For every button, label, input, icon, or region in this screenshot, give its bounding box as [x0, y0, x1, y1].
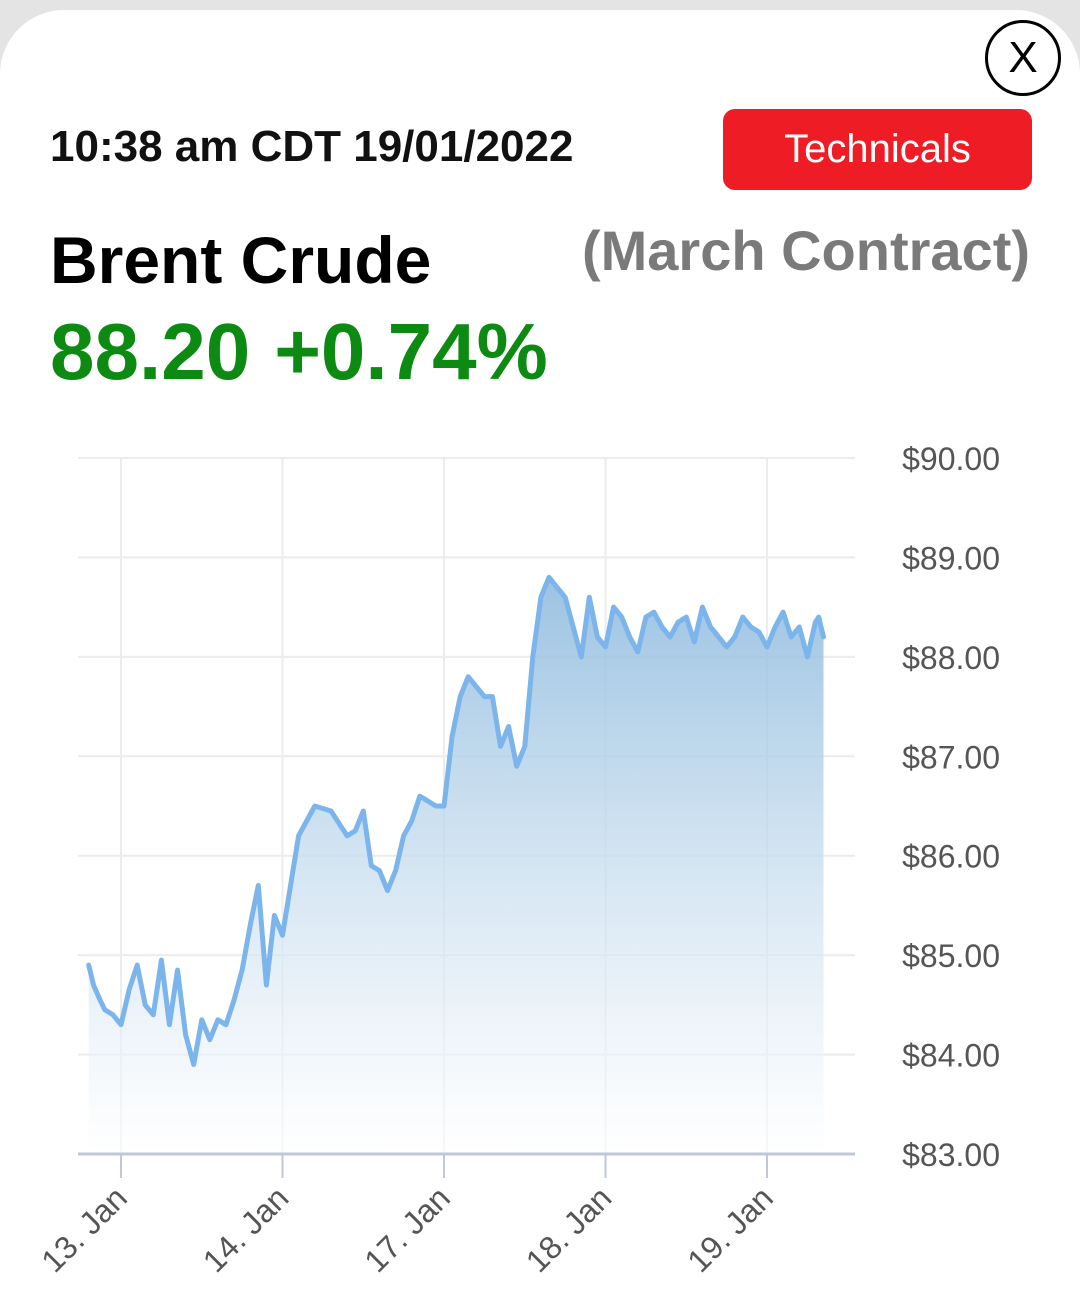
technicals-button[interactable]: Technicals — [723, 109, 1032, 190]
instrument-title: Brent Crude — [50, 223, 432, 297]
contract-label: (March Contract) — [581, 219, 1030, 282]
price-display: 88.20 +0.74% — [50, 306, 548, 398]
last-price: 88.20 — [50, 307, 251, 396]
close-button[interactable]: X — [985, 20, 1061, 96]
price-change: +0.74% — [274, 307, 548, 396]
quote-timestamp: 10:38 am CDT 19/01/2022 — [50, 122, 574, 171]
quote-panel — [0, 10, 1080, 1306]
